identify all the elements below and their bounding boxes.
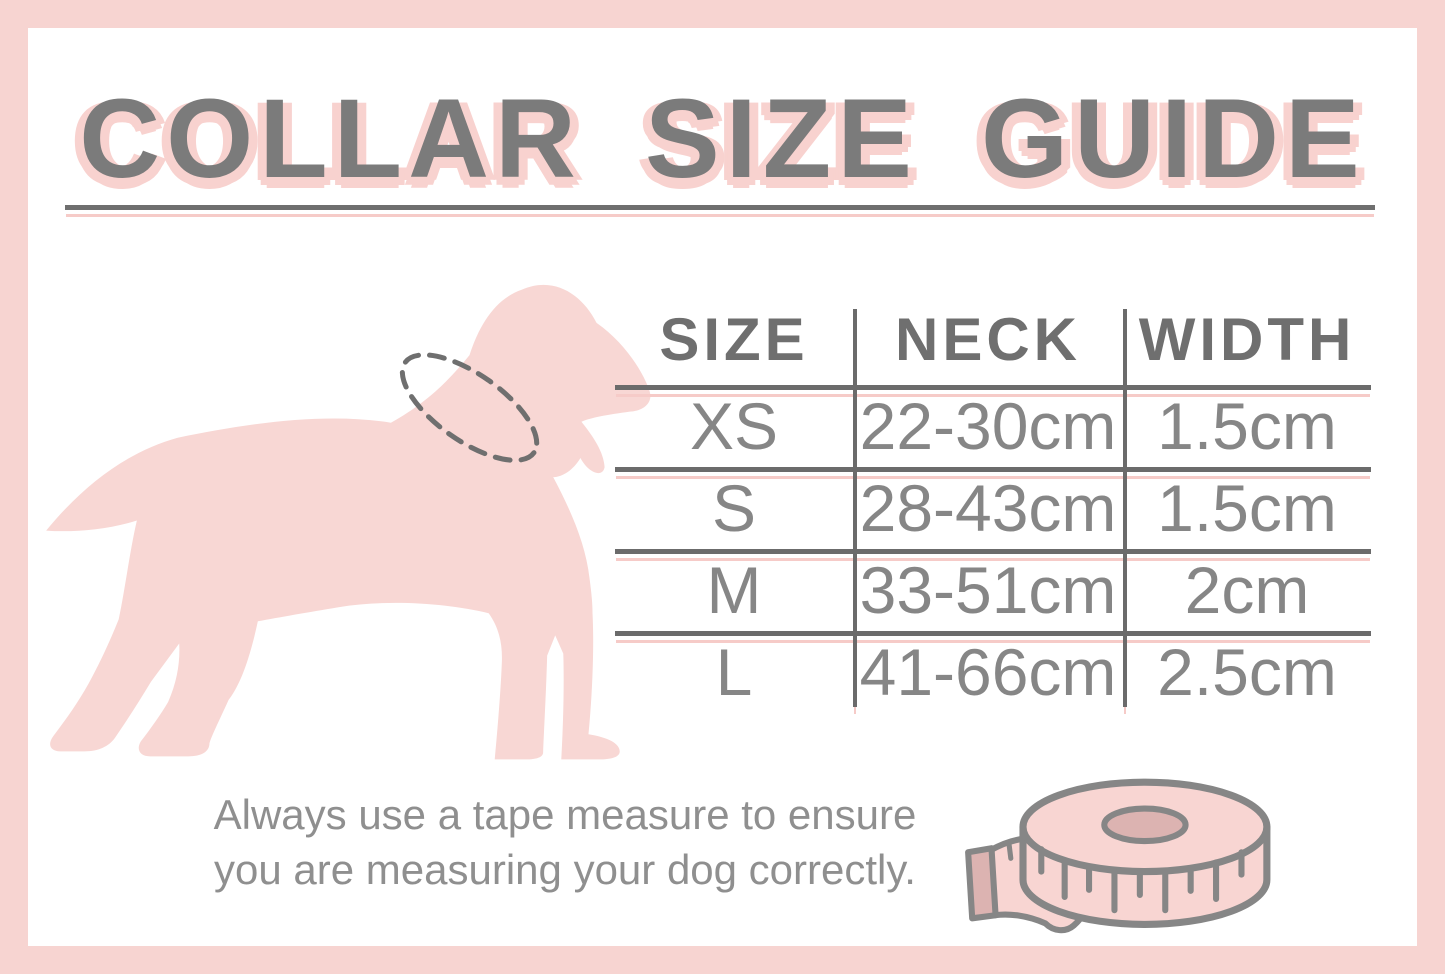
width-cell: 2.5cm <box>1157 635 1337 709</box>
size-cell: S <box>711 471 757 545</box>
neck-cell: 33-51cm <box>859 553 1117 627</box>
width-cell: 1.5cm <box>1157 471 1337 545</box>
table-row: XS 22-30cm 1.5cm <box>615 385 1371 467</box>
dog-silhouette-image <box>28 278 653 763</box>
neck-cell: 41-66cm <box>859 635 1117 709</box>
tape-roll-hole <box>1101 805 1189 845</box>
advice-line-2: you are measuring your dog correctly. <box>214 845 916 893</box>
row-divider <box>615 631 1371 636</box>
page-title: COLLAR SIZE GUIDE <box>79 76 1366 201</box>
tape-end-cap <box>965 845 999 922</box>
size-cell: M <box>706 553 762 627</box>
row-divider <box>615 467 1371 472</box>
column-divider <box>1123 309 1127 707</box>
tape-roll-ticks <box>1038 846 1245 914</box>
collar-dashed-outline <box>399 352 540 463</box>
table-row: S 28-43cm 1.5cm <box>615 467 1371 549</box>
size-cell: XS <box>689 389 779 463</box>
dog-silhouette <box>46 284 651 760</box>
advice-line-1: Always use a tape measure to ensure <box>213 791 917 838</box>
column-header-width: WIDTH <box>1138 305 1356 373</box>
tape-measure-icon <box>960 770 1275 965</box>
title-divider <box>65 205 1375 210</box>
width-cell: 2cm <box>1184 553 1310 627</box>
width-cell: 1.5cm <box>1157 389 1337 463</box>
neck-cell: 22-30cm <box>859 389 1117 463</box>
size-cell: L <box>715 635 753 709</box>
table-row: M 33-51cm 2cm <box>615 549 1371 631</box>
column-header-size: SIZE <box>659 305 809 373</box>
size-table: SIZE NECK WIDTH XS 22-30cm 1.5cm S 28-43… <box>615 293 1371 713</box>
table-row: L 41-66cm 2.5cm <box>615 631 1371 713</box>
neck-cell: 28-43cm <box>859 471 1117 545</box>
row-divider <box>615 549 1371 554</box>
column-divider <box>853 309 857 707</box>
table-header-row: SIZE NECK WIDTH <box>615 293 1371 385</box>
column-header-neck: NECK <box>894 305 1081 373</box>
guide-card: COLLAR SIZE GUIDE SIZE NECK WIDTH XS 22-… <box>28 28 1417 946</box>
row-divider <box>615 385 1371 390</box>
measuring-advice-text: Always use a tape measure to ensure you … <box>140 788 990 897</box>
